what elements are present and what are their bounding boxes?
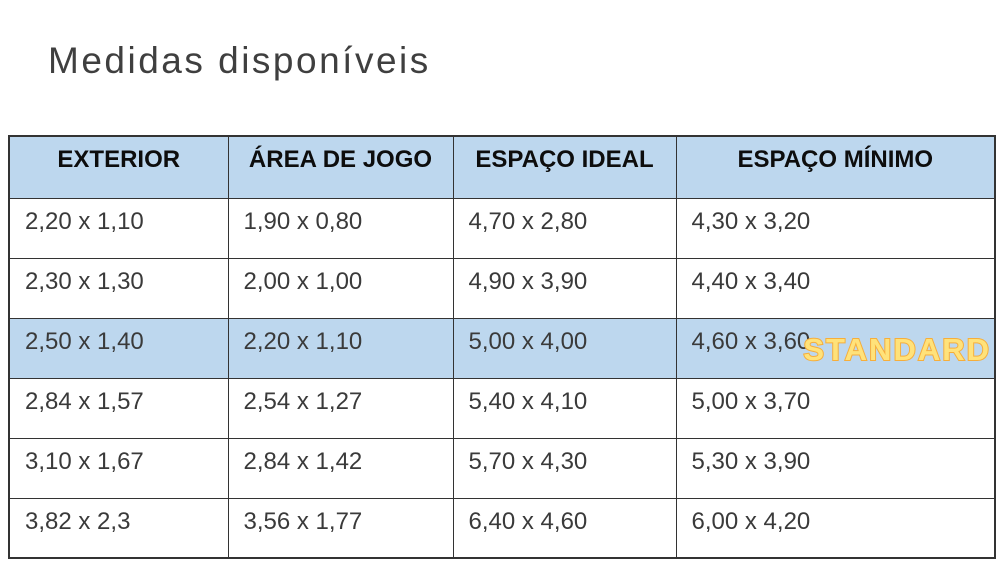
cell-espaco-minimo: 4,60 x 3,60 STANDARD xyxy=(675,317,996,379)
cell-area-de-jogo: 2,84 x 1,42 xyxy=(227,437,454,499)
cell-area-de-jogo: 3,56 x 1,77 xyxy=(227,497,454,559)
column-header-exterior: EXTERIOR xyxy=(8,135,229,199)
cell-exterior: 2,50 x 1,40 xyxy=(8,317,229,379)
cell-exterior: 3,10 x 1,67 xyxy=(8,437,229,499)
standard-badge: STANDARD xyxy=(802,331,991,368)
column-header-espaco-minimo: ESPAÇO MÍNIMO xyxy=(675,135,996,199)
cell-espaco-ideal: 5,00 x 4,00 xyxy=(452,317,677,379)
cell-espaco-ideal: 5,70 x 4,30 xyxy=(452,437,677,499)
cell-espaco-ideal: 5,40 x 4,10 xyxy=(452,377,677,439)
cell-espaco-minimo: 5,00 x 3,70 xyxy=(675,377,996,439)
cell-espaco-minimo: 4,30 x 3,20 xyxy=(675,197,996,259)
table-row: 2,20 x 1,10 1,90 x 0,80 4,70 x 2,80 4,30… xyxy=(8,197,996,259)
cell-exterior: 2,20 x 1,10 xyxy=(8,197,229,259)
cell-area-de-jogo: 2,54 x 1,27 xyxy=(227,377,454,439)
table-row: 2,30 x 1,30 2,00 x 1,00 4,90 x 3,90 4,40… xyxy=(8,257,996,319)
cell-espaco-minimo: 6,00 x 4,20 xyxy=(675,497,996,559)
cell-area-de-jogo: 2,00 x 1,00 xyxy=(227,257,454,319)
page-title: Medidas disponíveis xyxy=(48,40,431,81)
cell-area-de-jogo: 1,90 x 0,80 xyxy=(227,197,454,259)
cell-exterior: 3,82 x 2,3 xyxy=(8,497,229,559)
cell-espaco-ideal: 6,40 x 4,60 xyxy=(452,497,677,559)
sizes-table: EXTERIOR ÁREA DE JOGO ESPAÇO IDEAL ESPAÇ… xyxy=(8,135,996,559)
cell-area-de-jogo: 2,20 x 1,10 xyxy=(227,317,454,379)
cell-espaco-ideal: 4,70 x 2,80 xyxy=(452,197,677,259)
column-header-espaco-ideal: ESPAÇO IDEAL xyxy=(452,135,677,199)
table-row: 3,10 x 1,67 2,84 x 1,42 5,70 x 4,30 5,30… xyxy=(8,437,996,499)
cell-exterior: 2,30 x 1,30 xyxy=(8,257,229,319)
cell-espaco-ideal: 4,90 x 3,90 xyxy=(452,257,677,319)
table-row: 3,82 x 2,3 3,56 x 1,77 6,40 x 4,60 6,00 … xyxy=(8,497,996,559)
cell-value: 4,60 x 3,60 xyxy=(691,327,811,355)
table-row-standard-highlighted: 2,50 x 1,40 2,20 x 1,10 5,00 x 4,00 4,60… xyxy=(8,317,996,379)
table-header-row: EXTERIOR ÁREA DE JOGO ESPAÇO IDEAL ESPAÇ… xyxy=(8,135,996,199)
column-header-area-de-jogo: ÁREA DE JOGO xyxy=(227,135,454,199)
cell-espaco-minimo: 5,30 x 3,90 xyxy=(675,437,996,499)
table-row: 2,84 x 1,57 2,54 x 1,27 5,40 x 4,10 5,00… xyxy=(8,377,996,439)
cell-exterior: 2,84 x 1,57 xyxy=(8,377,229,439)
cell-espaco-minimo: 4,40 x 3,40 xyxy=(675,257,996,319)
